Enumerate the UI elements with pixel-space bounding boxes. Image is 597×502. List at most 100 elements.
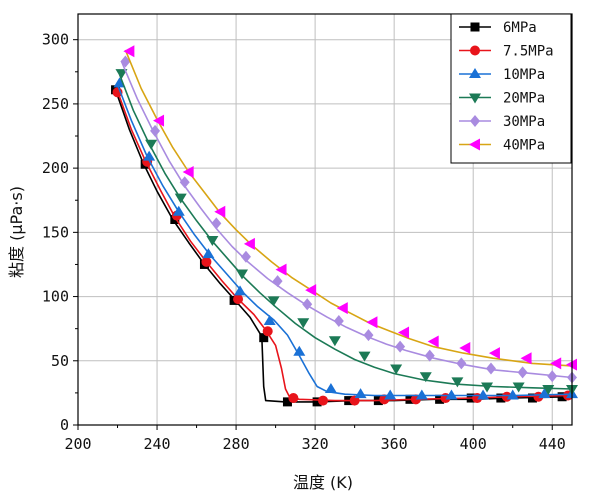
data-point <box>206 236 219 247</box>
data-point <box>488 347 500 360</box>
data-point <box>333 314 344 327</box>
data-point <box>297 318 310 329</box>
data-point <box>424 349 435 362</box>
data-point <box>496 393 506 403</box>
data-point <box>469 93 481 104</box>
legend-item: 6MPa <box>459 20 537 36</box>
data-point <box>506 389 519 400</box>
y-axis-title: 粘度 (μPa·s) <box>7 186 26 278</box>
series-30mpa <box>120 55 577 384</box>
data-point <box>113 77 126 88</box>
x-tick-label: 320 <box>302 435 329 453</box>
data-point <box>481 382 494 393</box>
data-point <box>547 370 558 383</box>
data-point <box>470 115 480 127</box>
y-tick-label: 150 <box>42 223 69 241</box>
data-point <box>469 138 480 151</box>
x-tick-label: 200 <box>64 435 91 453</box>
data-point <box>275 263 287 276</box>
data-point <box>214 205 226 218</box>
data-point <box>390 364 403 375</box>
legend-label: 30MPa <box>503 114 545 130</box>
data-point <box>145 139 158 150</box>
data-point <box>282 397 292 407</box>
data-point <box>395 340 406 353</box>
data-point <box>267 296 280 307</box>
data-point <box>172 205 185 216</box>
data-point <box>358 351 371 362</box>
data-point <box>302 298 313 311</box>
data-point <box>542 385 555 396</box>
legend: 6MPa 7.5MPa 10MPa 20MPa 30MPa 40MPa <box>450 13 572 164</box>
data-point <box>459 341 471 354</box>
legend-item: 7.5MPa <box>459 44 554 60</box>
data-point <box>512 382 525 393</box>
data-point <box>115 69 128 80</box>
series-line <box>118 74 573 390</box>
data-point <box>120 55 131 68</box>
data-point <box>550 357 562 370</box>
data-point <box>363 329 374 342</box>
series-line <box>116 84 573 397</box>
data-point <box>123 45 135 58</box>
data-point <box>336 302 348 315</box>
data-point <box>234 285 247 296</box>
data-point <box>174 193 187 204</box>
data-point <box>517 366 528 379</box>
data-point <box>259 333 269 343</box>
x-tick-label: 440 <box>539 435 566 453</box>
data-point <box>451 377 464 388</box>
data-point <box>328 336 341 347</box>
data-point <box>263 314 276 325</box>
data-point <box>305 284 317 297</box>
data-point <box>470 22 480 32</box>
series-40mpa <box>123 45 577 371</box>
data-point <box>201 256 212 267</box>
data-point <box>384 389 397 400</box>
y-tick-label: 0 <box>60 416 69 434</box>
data-point <box>520 352 532 365</box>
data-point <box>240 250 251 263</box>
legend-box <box>450 13 572 164</box>
data-point <box>445 389 458 400</box>
series-group <box>111 45 578 407</box>
data-point <box>469 68 481 78</box>
y-tick-label: 300 <box>42 31 69 49</box>
legend-item: 30MPa <box>459 114 545 130</box>
x-axis-title: 温度 (K) <box>293 473 353 492</box>
data-point <box>318 395 329 406</box>
x-tick-label: 360 <box>381 435 408 453</box>
data-point <box>236 269 249 280</box>
y-tick-label: 200 <box>42 159 69 177</box>
data-point <box>243 237 255 250</box>
data-point <box>312 397 322 407</box>
data-point <box>354 388 367 399</box>
legend-item: 20MPa <box>459 91 545 107</box>
data-point <box>262 326 273 337</box>
legend-label: 10MPa <box>503 67 545 83</box>
x-tick-label: 280 <box>223 435 250 453</box>
data-point <box>211 217 222 230</box>
legend-item: 10MPa <box>459 67 545 83</box>
data-point <box>527 393 537 403</box>
plot-frame <box>77 13 573 426</box>
data-point <box>470 45 480 56</box>
data-point <box>419 372 432 383</box>
data-point <box>153 114 165 127</box>
y-tick-label: 250 <box>42 95 69 113</box>
y-tick-label: 100 <box>42 288 69 306</box>
data-point <box>272 275 283 288</box>
data-point <box>179 176 190 189</box>
data-point <box>150 124 161 137</box>
data-point <box>485 362 496 375</box>
data-point <box>427 335 439 348</box>
data-point <box>324 383 337 394</box>
data-point <box>477 389 490 400</box>
legend-label: 6MPa <box>503 20 537 36</box>
data-point <box>366 316 378 329</box>
data-point <box>398 326 410 339</box>
data-point <box>182 165 194 178</box>
legend-label: 40MPa <box>503 138 545 154</box>
